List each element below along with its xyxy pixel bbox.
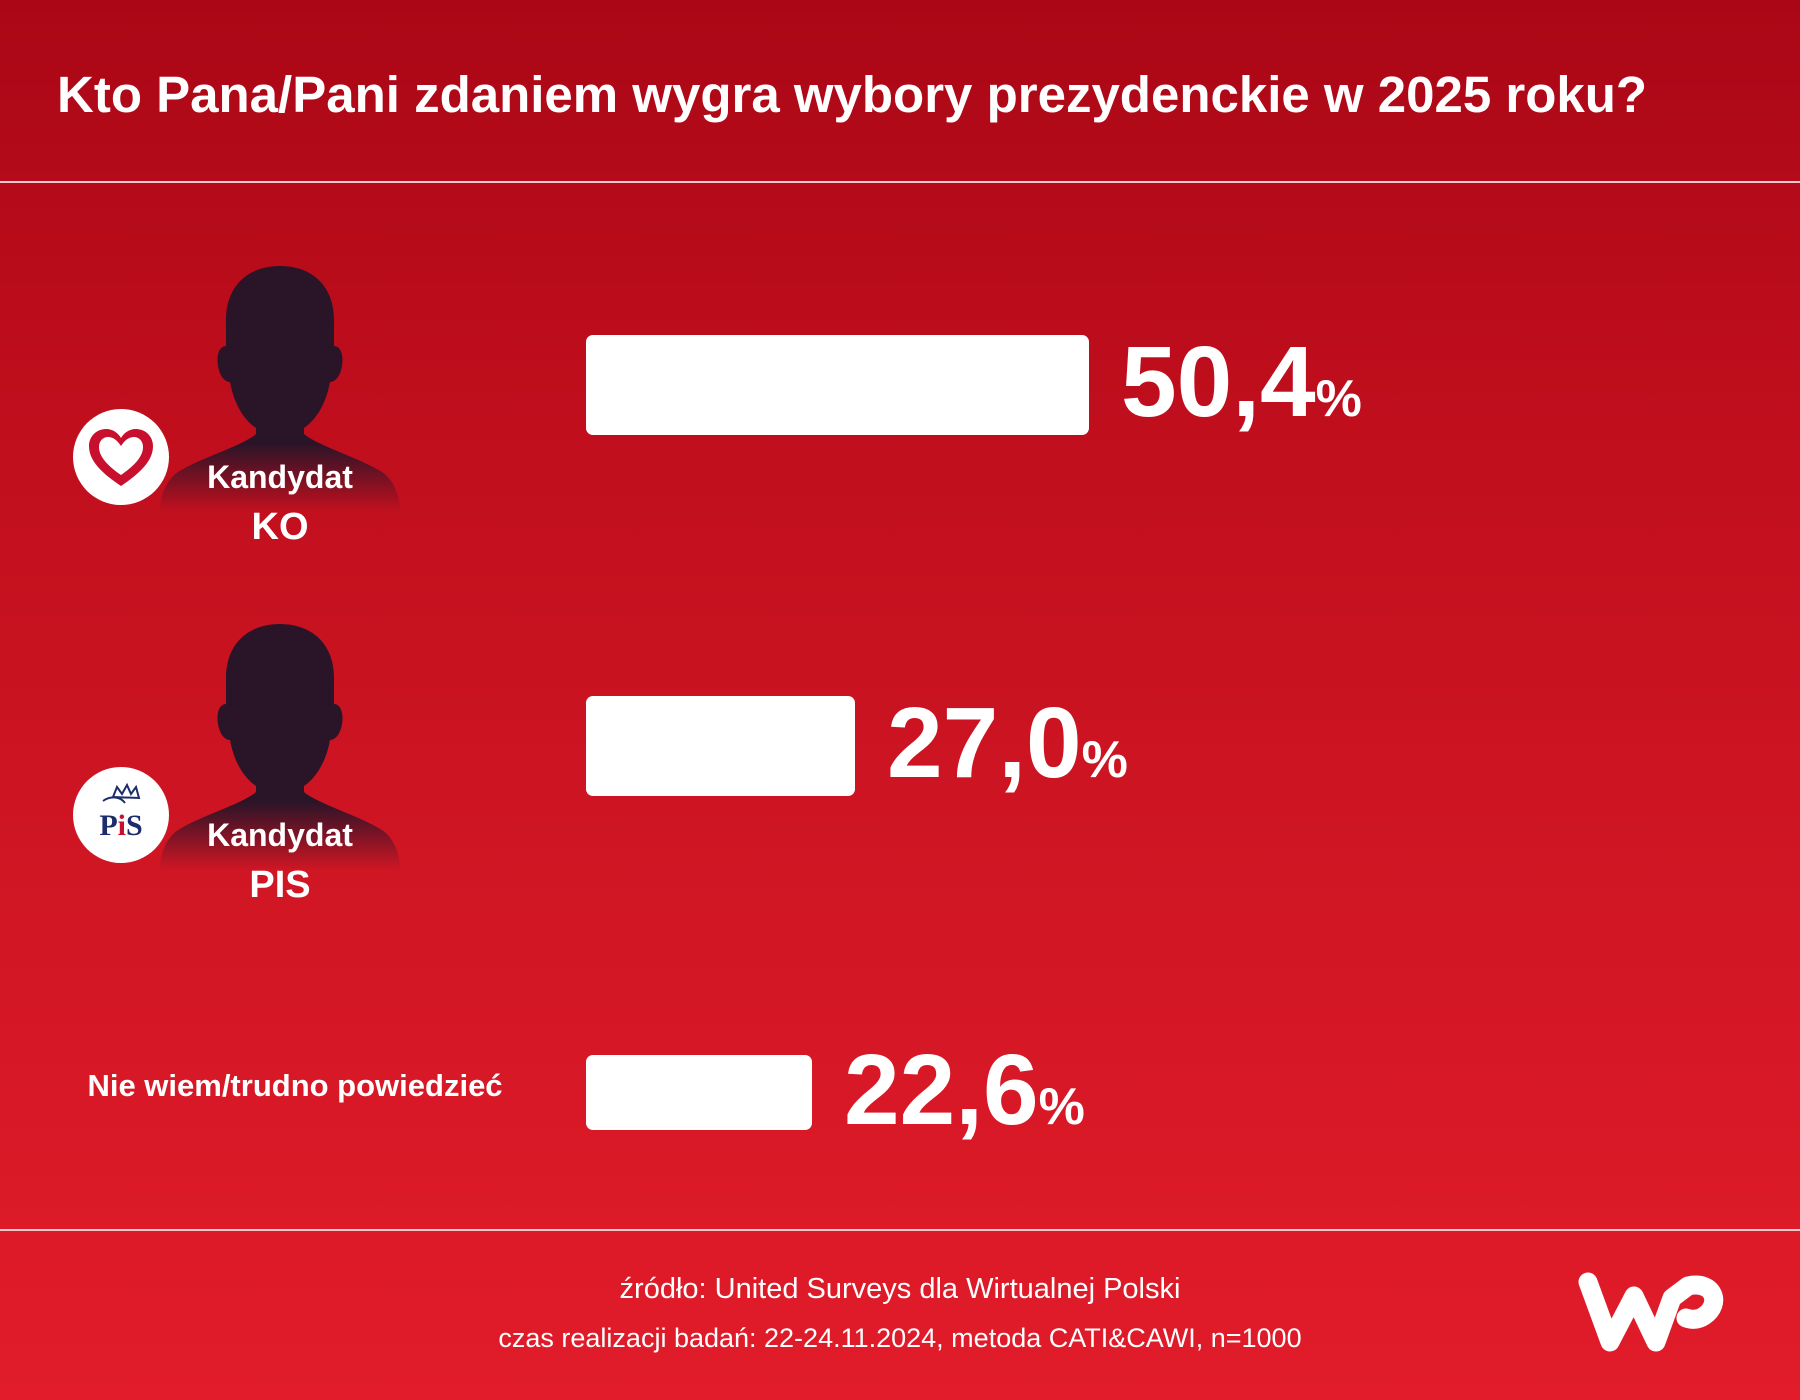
svg-text:PiS: PiS: [99, 809, 142, 842]
candidate-pis: PiS Kandydat PIS: [70, 620, 450, 930]
candidate-label: Kandydat PIS: [200, 810, 360, 910]
value-unit: %: [1081, 731, 1128, 789]
methodology-note: czas realizacji badań: 22-24.11.2024, me…: [498, 1323, 1302, 1353]
value-number: 27,0: [887, 687, 1082, 799]
candidate-label: Kandydat KO: [200, 452, 360, 552]
pis-party-logo: PiS: [73, 767, 169, 863]
source-note: źródło: United Surveys dla Wirtualnej Po…: [619, 1273, 1181, 1305]
wp-logo: [1578, 1272, 1724, 1352]
footer-divider: [0, 1229, 1800, 1231]
bar-pis: [586, 696, 855, 796]
bar-other: [586, 1055, 812, 1130]
pis-logo: PiS: [99, 782, 143, 842]
value-label-pis: 27,0%: [887, 686, 1128, 801]
chart-title: Kto Pana/Pani zdaniem wygra wybory prezy…: [57, 66, 1648, 123]
heart-icon: [89, 429, 153, 486]
category-label-other: Nie wiem/trudno powiedzieć: [87, 1068, 503, 1103]
value-number: 22,6: [844, 1034, 1039, 1146]
header-divider: [0, 181, 1800, 183]
candidate-label-line1: Kandydat: [207, 459, 353, 495]
value-label-ko: 50,4%: [1121, 325, 1362, 440]
candidate-ko: Kandydat KO: [70, 262, 450, 572]
value-number: 50,4: [1121, 326, 1316, 438]
candidate-label-line2: PIS: [249, 864, 311, 906]
ko-party-logo: [73, 409, 169, 505]
candidate-label-line1: Kandydat: [207, 817, 353, 853]
bar-ko: [586, 335, 1089, 435]
candidate-label-line2: KO: [251, 506, 309, 548]
value-unit: %: [1038, 1078, 1085, 1136]
person-silhouette-icon: [160, 624, 400, 870]
value-label-other: 22,6%: [844, 1033, 1085, 1148]
person-silhouette-icon: [160, 266, 400, 512]
value-unit: %: [1315, 370, 1362, 428]
